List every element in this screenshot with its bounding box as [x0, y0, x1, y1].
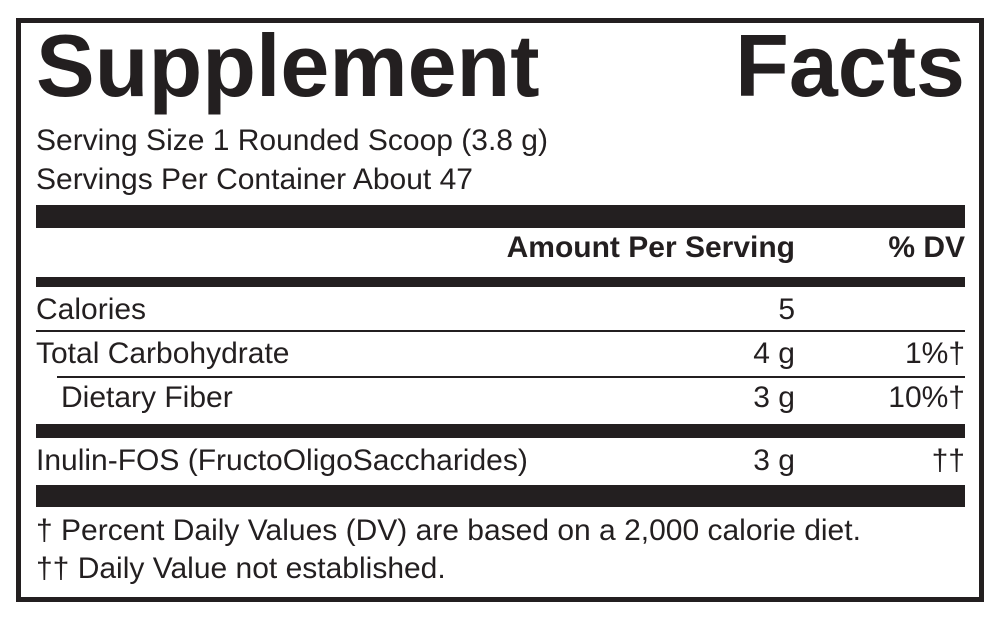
- footnote-not-established: †† Daily Value not established.: [36, 552, 446, 585]
- footnote-dv: † Percent Daily Values (DV) are based on…: [36, 514, 861, 547]
- row-name-total-carbohydrate: Total Carbohydrate: [36, 337, 290, 370]
- title-word-facts: Facts: [735, 16, 965, 115]
- medium-divider: [36, 277, 965, 287]
- label-title: Supplement Facts: [36, 22, 965, 110]
- row-amount-calories: 5: [778, 293, 795, 326]
- row-dv-dietary-fiber: 10%†: [888, 381, 965, 414]
- thick-divider: [36, 485, 965, 507]
- serving-size: Serving Size 1 Rounded Scoop (3.8 g): [36, 124, 548, 157]
- thin-divider-indented: [57, 376, 965, 378]
- row-amount-total-carbohydrate: 4 g: [753, 337, 795, 370]
- title-word-supplement: Supplement: [36, 16, 540, 115]
- row-name-inulin-fos: Inulin-FOS (FructoOligoSaccharides): [36, 444, 528, 477]
- servings-per-container: Servings Per Container About 47: [36, 163, 473, 196]
- label-border: [16, 18, 984, 602]
- row-amount-inulin-fos: 3 g: [753, 444, 795, 477]
- header-dv: % DV: [888, 231, 965, 264]
- row-name-calories: Calories: [36, 293, 147, 326]
- row-name-dietary-fiber: Dietary Fiber: [61, 381, 233, 414]
- thick-divider: [36, 205, 965, 228]
- row-dv-inulin-fos: ††: [931, 444, 965, 477]
- thin-divider: [36, 330, 965, 332]
- row-amount-dietary-fiber: 3 g: [753, 381, 795, 414]
- medium-divider: [36, 424, 965, 438]
- header-amount: Amount Per Serving: [506, 231, 795, 264]
- row-dv-total-carbohydrate: 1%†: [904, 337, 965, 370]
